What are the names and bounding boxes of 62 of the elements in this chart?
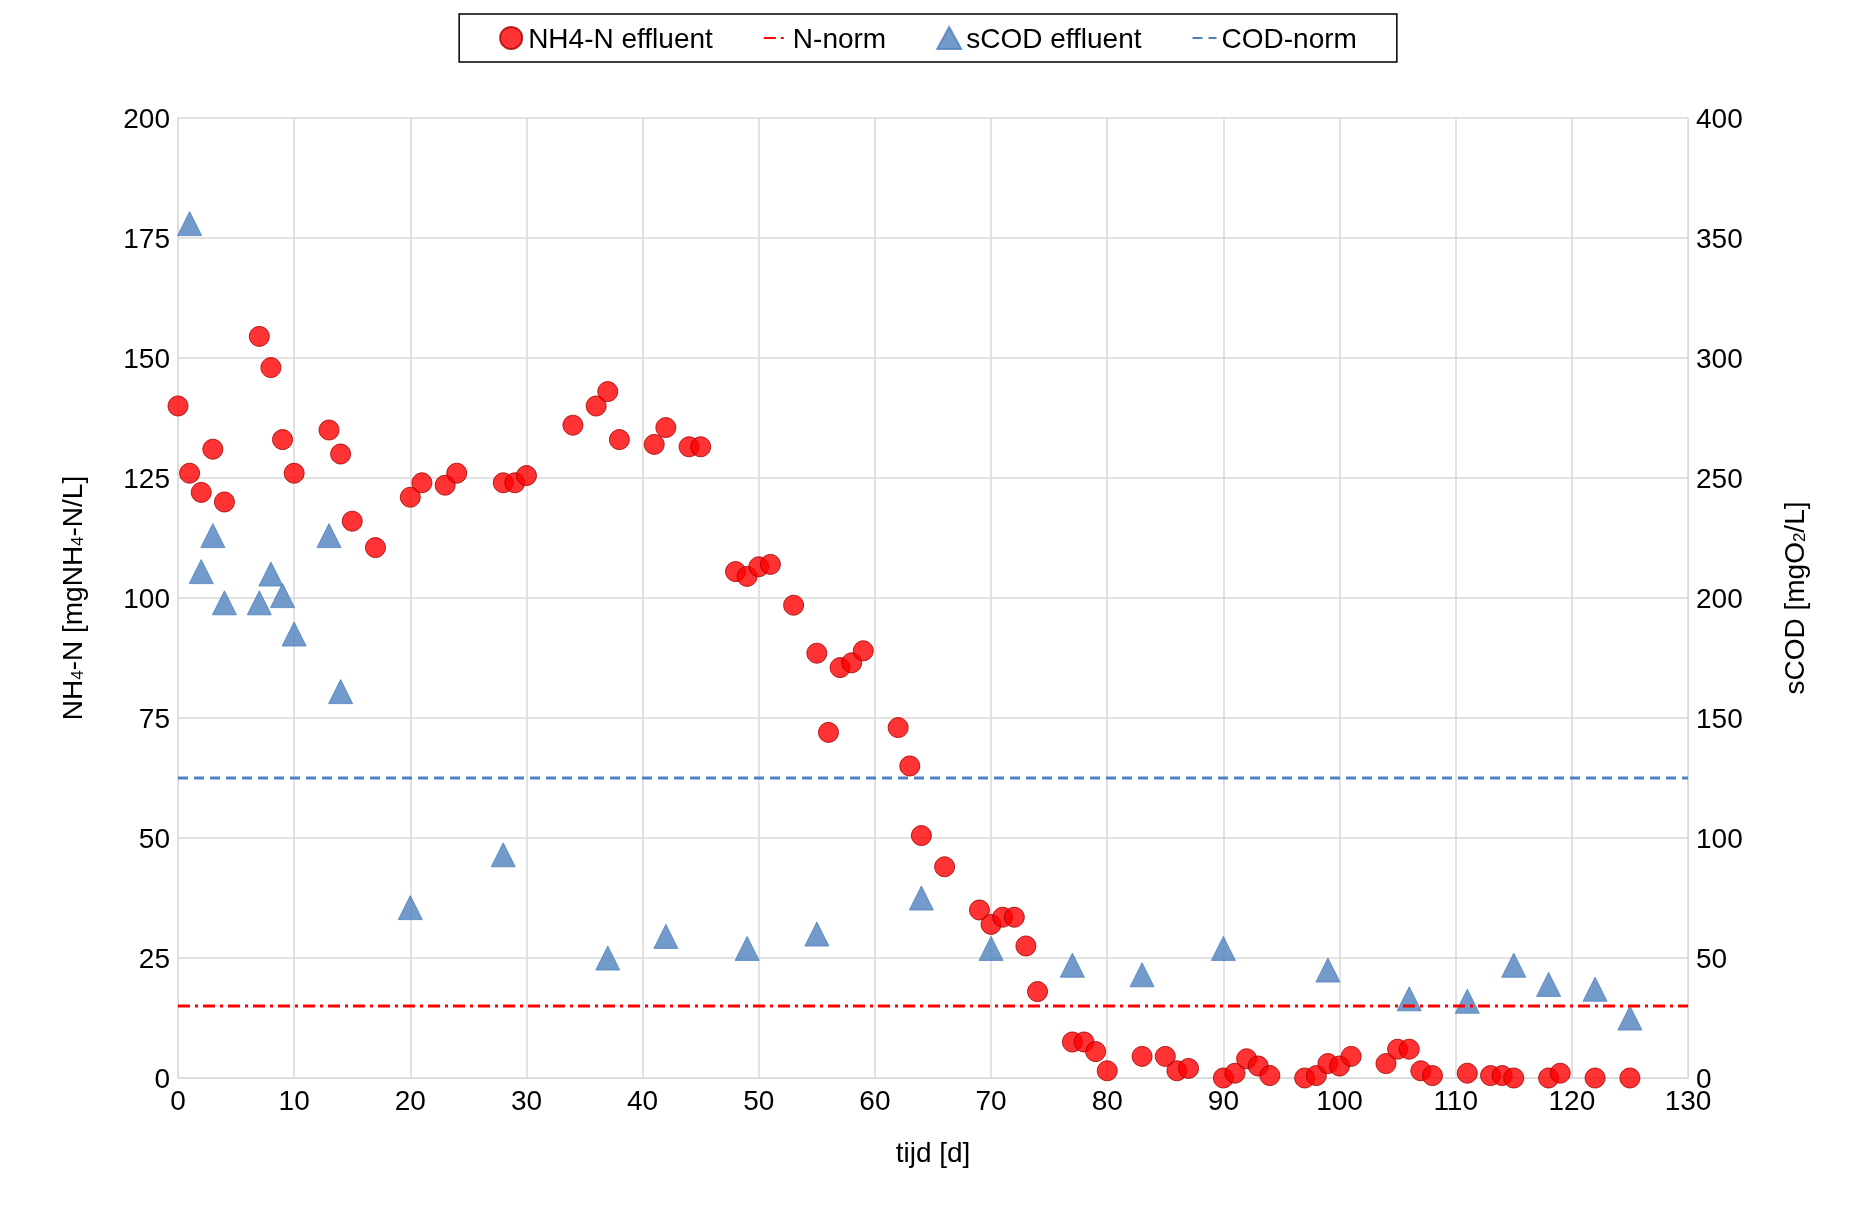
x-tick-label: 110 bbox=[1433, 1084, 1479, 1116]
point bbox=[397, 895, 423, 921]
y2-tick-label: 350 bbox=[1696, 222, 1743, 254]
point bbox=[211, 590, 237, 616]
x-tick-label: 60 bbox=[859, 1084, 891, 1116]
legend-label: COD-norm bbox=[1221, 22, 1357, 54]
point bbox=[281, 621, 307, 647]
x-axis-title: tijd [d] bbox=[895, 1136, 971, 1168]
point bbox=[200, 523, 226, 549]
x-tick-label: 50 bbox=[743, 1084, 775, 1116]
x-tick-label: 30 bbox=[510, 1084, 543, 1116]
legend-label: N-norm bbox=[792, 22, 887, 54]
y-tick-label: 0 bbox=[154, 1062, 170, 1094]
point bbox=[804, 921, 830, 947]
x-tick-label: 70 bbox=[975, 1084, 1007, 1116]
y-tick-label: 100 bbox=[123, 582, 170, 614]
y2-tick-label: 150 bbox=[1696, 702, 1743, 734]
x-tick-label: 10 bbox=[278, 1084, 310, 1116]
y2-axis-title: sCOD [mgO2/L] bbox=[1778, 501, 1810, 695]
x-tick-label: 80 bbox=[1091, 1084, 1123, 1116]
x-tick-label: 40 bbox=[627, 1084, 659, 1116]
point bbox=[734, 935, 760, 961]
x-tick-label: 100 bbox=[1316, 1084, 1363, 1116]
legend-label: NH4-N effluent bbox=[528, 22, 714, 54]
point bbox=[246, 590, 272, 616]
point bbox=[177, 211, 203, 237]
point bbox=[490, 842, 516, 868]
y-tick-label: 200 bbox=[123, 102, 170, 134]
point bbox=[1315, 957, 1341, 983]
point bbox=[258, 561, 284, 587]
x-tick-label: 20 bbox=[394, 1084, 426, 1116]
y-tick-label: 150 bbox=[123, 342, 170, 374]
y-tick-label: 25 bbox=[138, 942, 170, 974]
point bbox=[908, 885, 934, 911]
y2-tick-label: 200 bbox=[1696, 582, 1743, 614]
y-tick-label: 50 bbox=[138, 822, 170, 854]
point bbox=[1210, 935, 1236, 961]
point bbox=[653, 923, 679, 949]
point bbox=[316, 523, 342, 549]
y2-tick-label: 300 bbox=[1696, 342, 1743, 374]
point bbox=[1129, 962, 1155, 988]
point bbox=[978, 935, 1004, 961]
y-tick-label: 175 bbox=[123, 222, 170, 254]
x-tick-label: 120 bbox=[1548, 1084, 1596, 1116]
point bbox=[188, 559, 214, 585]
point bbox=[270, 583, 296, 609]
point bbox=[1059, 952, 1085, 978]
x-tick-label: 90 bbox=[1207, 1084, 1239, 1116]
point bbox=[1617, 1005, 1643, 1031]
y-tick-label: 75 bbox=[138, 702, 170, 734]
y2-tick-label: 50 bbox=[1696, 942, 1728, 974]
y2-tick-label: 250 bbox=[1696, 462, 1743, 494]
y2-tick-label: 400 bbox=[1696, 102, 1743, 134]
point bbox=[1582, 976, 1608, 1002]
point bbox=[1501, 952, 1527, 978]
legend-label: sCOD effluent bbox=[966, 22, 1142, 54]
point bbox=[595, 945, 621, 971]
y-axis-title: NH4-N [mgNH4-N/L] bbox=[56, 475, 88, 721]
y2-tick-label: 100 bbox=[1696, 822, 1743, 854]
point bbox=[328, 679, 354, 705]
point bbox=[1536, 971, 1562, 997]
y-tick-label: 125 bbox=[123, 462, 170, 494]
